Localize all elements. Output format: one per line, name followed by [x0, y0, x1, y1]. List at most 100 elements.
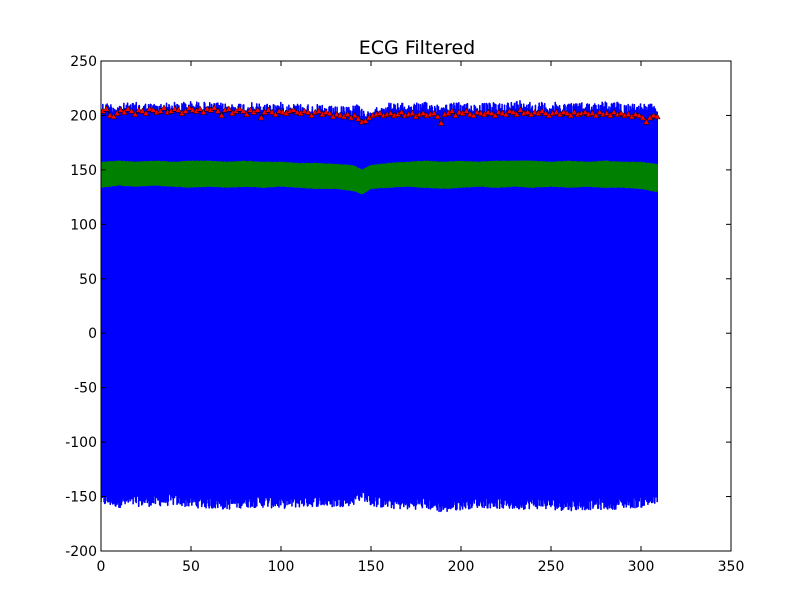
marker-point: [138, 107, 146, 114]
marker-point: [491, 111, 499, 119]
marker-point: [624, 110, 632, 118]
marker-point: [455, 108, 463, 115]
marker-point: [552, 108, 560, 115]
marker-point: [243, 110, 251, 118]
marker-point: [146, 105, 154, 112]
marker-point: [142, 109, 150, 116]
x-tick-label: 100: [268, 559, 295, 575]
marker-point: [272, 110, 280, 118]
marker-point: [120, 108, 128, 115]
marker-point: [502, 110, 510, 118]
marker-point: [196, 105, 204, 112]
marker-point: [567, 111, 575, 119]
y-tick-label: 200: [70, 108, 97, 124]
marker-point: [131, 110, 139, 118]
marker-point: [290, 106, 298, 113]
marker-point: [448, 107, 456, 114]
marker-point: [135, 106, 143, 113]
marker-point: [149, 106, 157, 113]
marker-point: [225, 105, 233, 112]
marker-point: [200, 108, 208, 115]
marker-point: [214, 107, 222, 114]
marker-point: [462, 107, 470, 114]
marker-point: [124, 105, 132, 112]
marker-point: [588, 109, 596, 116]
marker-point: [189, 106, 197, 113]
marker-point: [639, 114, 647, 121]
marker-point: [293, 108, 301, 115]
marker-point: [466, 110, 474, 118]
marker-point: [506, 107, 514, 114]
marker-point: [610, 108, 618, 115]
marker-point: [437, 119, 445, 126]
marker-point: [102, 105, 110, 112]
marker-point: [351, 111, 359, 119]
marker-point: [650, 111, 658, 119]
x-tick-label: 200: [448, 559, 475, 575]
marker-point: [387, 109, 395, 116]
marker-point: [516, 106, 524, 113]
marker-point: [333, 110, 341, 118]
marker-point: [635, 111, 643, 119]
chart-title: ECG Filtered: [359, 37, 475, 59]
series-3-markers: [101, 104, 661, 126]
y-tick-label: -150: [65, 490, 97, 506]
x-tick-label: 0: [97, 559, 106, 575]
marker-point: [236, 105, 244, 112]
series-layer: [101, 100, 661, 513]
marker-point: [419, 109, 427, 116]
marker-point: [336, 111, 344, 119]
marker-point: [642, 118, 650, 125]
series-1-body: [101, 118, 658, 493]
marker-point: [606, 111, 614, 119]
marker-point: [408, 109, 416, 116]
marker-point: [362, 117, 370, 124]
marker-point: [632, 110, 640, 118]
marker-point: [581, 108, 589, 115]
marker-point: [326, 109, 334, 116]
marker-point: [531, 108, 539, 115]
y-tick-label: 50: [79, 272, 97, 288]
marker-point: [322, 108, 330, 115]
y-tick-label: 250: [70, 54, 97, 70]
marker-point: [354, 115, 362, 122]
marker-point: [452, 111, 460, 119]
marker-point: [617, 109, 625, 116]
marker-point: [300, 107, 308, 114]
marker-point: [128, 107, 136, 114]
y-tick-label: -100: [65, 435, 97, 451]
x-tick-label: 150: [358, 559, 385, 575]
marker-point: [376, 109, 384, 116]
marker-point: [560, 108, 568, 115]
y-tick-label: 100: [70, 217, 97, 233]
marker-point: [477, 109, 485, 116]
marker-point: [174, 106, 182, 113]
marker-point: [509, 108, 517, 115]
marker-point: [524, 108, 532, 115]
plot-frame: [100, 60, 732, 552]
y-tick-label: -50: [74, 381, 97, 397]
marker-point: [210, 104, 218, 111]
marker-point: [470, 111, 478, 119]
marker-point: [315, 107, 323, 114]
x-tick-label: 350: [718, 559, 745, 575]
x-axis: 0 50 100 150 200 250 300 350: [97, 61, 745, 575]
marker-point: [275, 107, 283, 114]
marker-point: [513, 110, 521, 118]
marker-point: [473, 108, 481, 115]
marker-point: [592, 111, 600, 119]
marker-point: [257, 114, 265, 121]
marker-point: [264, 106, 272, 113]
marker-point: [268, 108, 276, 115]
y-tick-label: 0: [88, 326, 97, 342]
marker-point: [495, 108, 503, 115]
marker-point: [254, 106, 262, 113]
x-tick-label: 50: [182, 559, 200, 575]
marker-point: [171, 105, 179, 112]
marker-point: [563, 109, 571, 116]
marker-point: [542, 109, 550, 116]
marker-point: [246, 106, 254, 113]
y-tick-label: 150: [70, 163, 97, 179]
y-axis: -200 -150 -100 -50 0 50 100 150 200 250: [65, 54, 731, 560]
